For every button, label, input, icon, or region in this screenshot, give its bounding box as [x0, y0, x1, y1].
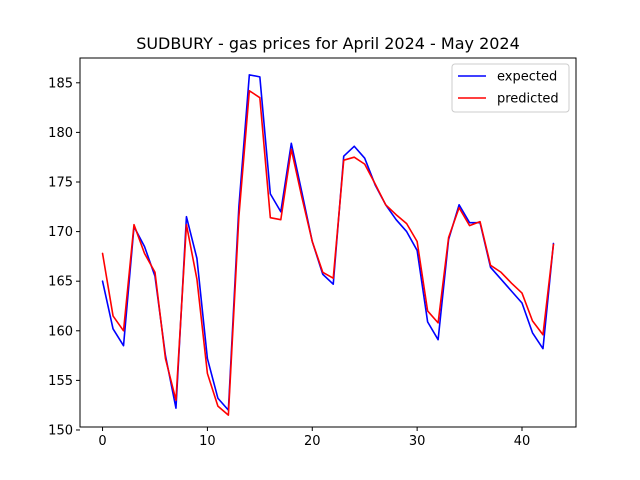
y-tick-label: 175	[48, 175, 73, 190]
y-tick-label: 180	[48, 126, 73, 141]
series-line-predicted	[101, 89, 555, 416]
x-tick-label: 40	[514, 434, 531, 449]
y-tick-label: 150	[48, 423, 73, 438]
y-axis: 150 155 160 165 170 175 180 185	[48, 76, 80, 438]
legend: expected predicted	[451, 63, 570, 113]
y-tick-label: 170	[48, 225, 73, 240]
plot-lines	[101, 74, 555, 416]
y-tick-label: 165	[48, 275, 73, 290]
y-tick-label: 160	[48, 324, 73, 339]
x-tick-label: 10	[199, 434, 216, 449]
x-tick-label: 0	[98, 434, 106, 449]
x-tick-label: 30	[409, 434, 426, 449]
x-axis: 0 10 20 30 40	[98, 427, 530, 449]
series-points-predicted	[102, 90, 554, 416]
legend-label-predicted: predicted	[497, 92, 559, 107]
legend-label-expected: expected	[497, 70, 557, 85]
chart-title: SUDBURY - gas prices for April 2024 - Ma…	[136, 34, 520, 53]
x-tick-label: 20	[304, 434, 321, 449]
plot-frame	[79, 57, 577, 428]
y-tick-label: 185	[48, 76, 73, 91]
y-tick-label: 155	[48, 374, 73, 389]
